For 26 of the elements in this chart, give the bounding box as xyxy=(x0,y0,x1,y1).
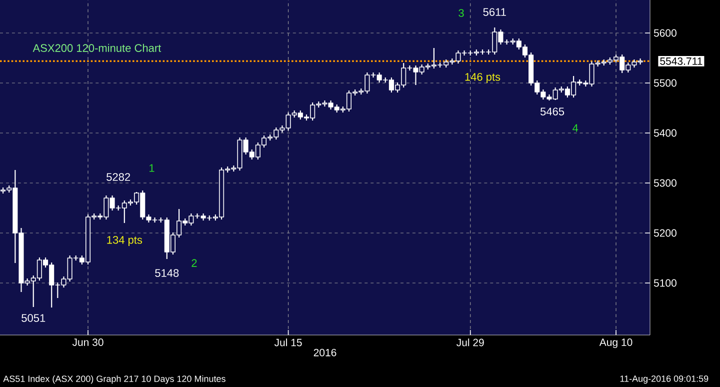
annotation: 3 xyxy=(458,9,464,17)
text: AS51 Index (ASX 200) Graph 217 10 Days 120 Minutes xyxy=(3,375,226,384)
x-tick-label: Jul 29 xyxy=(456,338,484,346)
y-tick-label: 5600 xyxy=(654,29,676,37)
annotation: 5282 xyxy=(106,173,130,181)
annotation: 5611 xyxy=(483,8,506,16)
annotation: 1 xyxy=(150,164,154,172)
annotation: 5051 xyxy=(22,314,46,322)
y-tick-label: 5200 xyxy=(654,229,676,237)
annotation: 134 pts xyxy=(107,236,142,246)
x-axis-title: 2016 xyxy=(314,348,336,356)
annotation: 2 xyxy=(192,259,197,267)
annotation: 146 pts xyxy=(465,73,500,83)
y-tick-label: 5400 xyxy=(654,129,676,137)
annotation: 5148 xyxy=(155,269,179,277)
x-tick-label: Aug 10 xyxy=(599,338,632,348)
y-tick-label: 5100 xyxy=(654,279,676,287)
y-tick-label: 5300 xyxy=(654,179,676,187)
annotation: 4 xyxy=(572,124,578,132)
x-tick-label: Jul 15 xyxy=(274,338,302,346)
y-tick-label: 5500 xyxy=(654,79,676,87)
text: ASX200 120-minute Chart xyxy=(32,44,162,52)
annotation: 5465 xyxy=(540,108,564,116)
ref-line-label: 5543.711 xyxy=(660,57,702,65)
text: 11-Aug-2016 09:01:59 xyxy=(620,375,708,384)
x-tick-label: Jun 30 xyxy=(72,338,104,346)
